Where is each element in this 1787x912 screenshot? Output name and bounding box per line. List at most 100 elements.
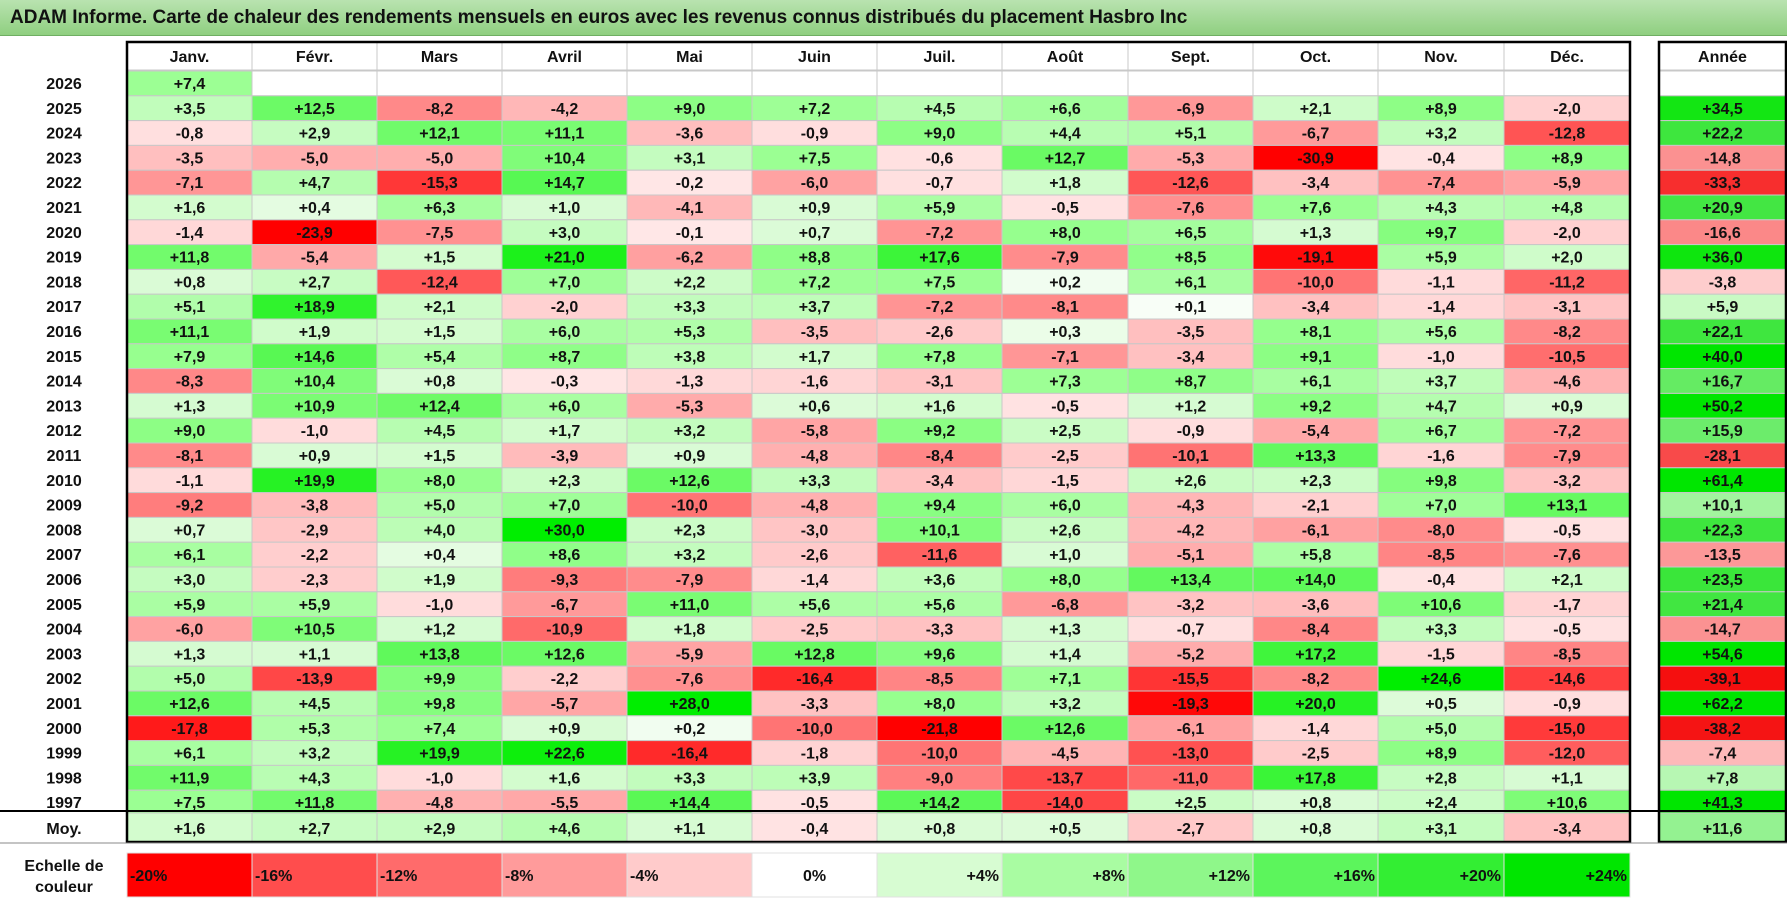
average-value: +4,6 (549, 821, 581, 838)
heatmap-cell (126, 120, 253, 146)
heatmap-cell (1252, 144, 1379, 171)
cell-value: +9,8 (424, 696, 456, 713)
cell-value: -2,2 (551, 671, 579, 688)
cell-value: +0,5 (1425, 696, 1457, 713)
cell-value: -3,4 (1302, 299, 1330, 316)
cell-value: -12,6 (1172, 175, 1209, 192)
annual-grid-border (1657, 40, 1787, 844)
cell-value: +0,9 (799, 200, 831, 217)
heatmap-cell (501, 392, 628, 419)
heatmap-cell (501, 219, 628, 246)
cell-value: -0,4 (1427, 572, 1455, 589)
cell-value: +14,2 (919, 795, 960, 812)
month-header: Oct. (1300, 49, 1331, 66)
average-value: +0,5 (1049, 821, 1081, 838)
cell-value: +7,4 (174, 76, 206, 93)
heatmap-cell (376, 120, 503, 146)
cell-value: +7,2 (799, 274, 831, 291)
year-label: 2009 (46, 498, 82, 515)
cell-value: +2,1 (1300, 101, 1332, 118)
cell-value: -9,2 (176, 498, 204, 515)
cell-value: -6,2 (676, 250, 704, 267)
cell-value: +3,0 (174, 572, 206, 589)
heatmap-cell (501, 715, 628, 742)
heatmap-cell (501, 244, 628, 270)
annual-value: +40,0 (1702, 349, 1743, 366)
heatmap-cell (1377, 95, 1505, 122)
heatmap-cell (751, 95, 878, 122)
heatmap-cell (376, 516, 503, 543)
heatmap-cell (876, 268, 1003, 295)
heatmap-cell (1127, 764, 1254, 791)
heatmap-cell (1503, 95, 1631, 122)
cell-value: +0,2 (674, 721, 706, 738)
heatmap-cell (626, 467, 753, 494)
cell-value: -4,2 (1177, 522, 1205, 539)
heatmap-cell (126, 516, 253, 543)
cell-value: +5,1 (1175, 126, 1207, 143)
scale-swatch-label: +8% (1093, 868, 1125, 885)
cell-value: +3,2 (674, 423, 706, 440)
cell-value: -2,0 (1553, 101, 1581, 118)
year-label: 2012 (46, 423, 82, 440)
heatmap-cell (751, 616, 878, 642)
cell-value: +0,9 (674, 448, 706, 465)
cell-value: +28,0 (669, 696, 710, 713)
cell-value: -8,3 (176, 374, 204, 391)
cell-value: +2,2 (674, 274, 706, 291)
cell-value: +5,0 (424, 498, 456, 515)
cell-value: +13,3 (1295, 448, 1336, 465)
heatmap-cell (751, 244, 878, 270)
cell-value: -1,6 (1427, 448, 1455, 465)
cell-value: +0,7 (799, 225, 831, 242)
cell-value: +5,9 (299, 597, 331, 614)
heatmap-cell (1252, 516, 1379, 543)
heatmap-cell (1377, 541, 1505, 568)
heatmap-cell (1377, 244, 1505, 270)
heatmap-cell (1503, 144, 1631, 171)
cell-value: -12,0 (1549, 746, 1586, 763)
heatmap-cell (251, 343, 378, 370)
heatmap-cell (1503, 591, 1631, 618)
heatmap-cell (251, 740, 378, 766)
cell-value: -6,9 (1177, 101, 1205, 118)
cell-value: -5,5 (551, 795, 579, 812)
heatmap-cell (251, 492, 378, 518)
cell-value: +5,9 (924, 200, 956, 217)
annual-cell (1658, 318, 1787, 345)
cell-value: +20,0 (1295, 696, 1336, 713)
cell-value: +8,0 (1049, 225, 1081, 242)
cell-value: +0,4 (299, 200, 331, 217)
annual-value: +23,5 (1702, 572, 1743, 589)
heatmap-cell (126, 169, 253, 196)
annual-value: +15,9 (1702, 423, 1743, 440)
heatmap-cell (1127, 616, 1254, 642)
cell-value: +8,7 (549, 349, 581, 366)
scale-swatch-label: -12% (380, 868, 417, 885)
annual-value: +21,4 (1702, 597, 1743, 614)
year-label: 2001 (46, 696, 82, 713)
heatmap-cell (1503, 70, 1631, 97)
month-header: Mai (676, 49, 703, 66)
heatmap-cell (251, 467, 378, 494)
cell-value: +1,5 (424, 250, 456, 267)
cell-value: +2,3 (1300, 473, 1332, 490)
cell-value: +9,0 (174, 423, 206, 440)
title-bar: ADAM Informe. Carte de chaleur des rende… (0, 0, 1787, 36)
heatmap-cell (251, 591, 378, 618)
heatmap-cell (251, 268, 378, 295)
cell-value: -0,7 (926, 175, 954, 192)
cell-value: -3,3 (801, 696, 829, 713)
cell-value: +24,6 (1421, 671, 1462, 688)
cell-value: -5,1 (1177, 547, 1205, 564)
year-label: 2006 (46, 572, 82, 589)
heatmap-cell (1377, 640, 1505, 667)
cell-value: -13,9 (296, 671, 333, 688)
cell-value: +12,4 (419, 398, 460, 415)
cell-value: -16,4 (671, 746, 708, 763)
heatmap-cell (876, 541, 1003, 568)
cell-value: +2,6 (1175, 473, 1207, 490)
heatmap-cell (1377, 417, 1505, 444)
cell-value: -19,3 (1172, 696, 1209, 713)
cell-value: +0,8 (1300, 795, 1332, 812)
